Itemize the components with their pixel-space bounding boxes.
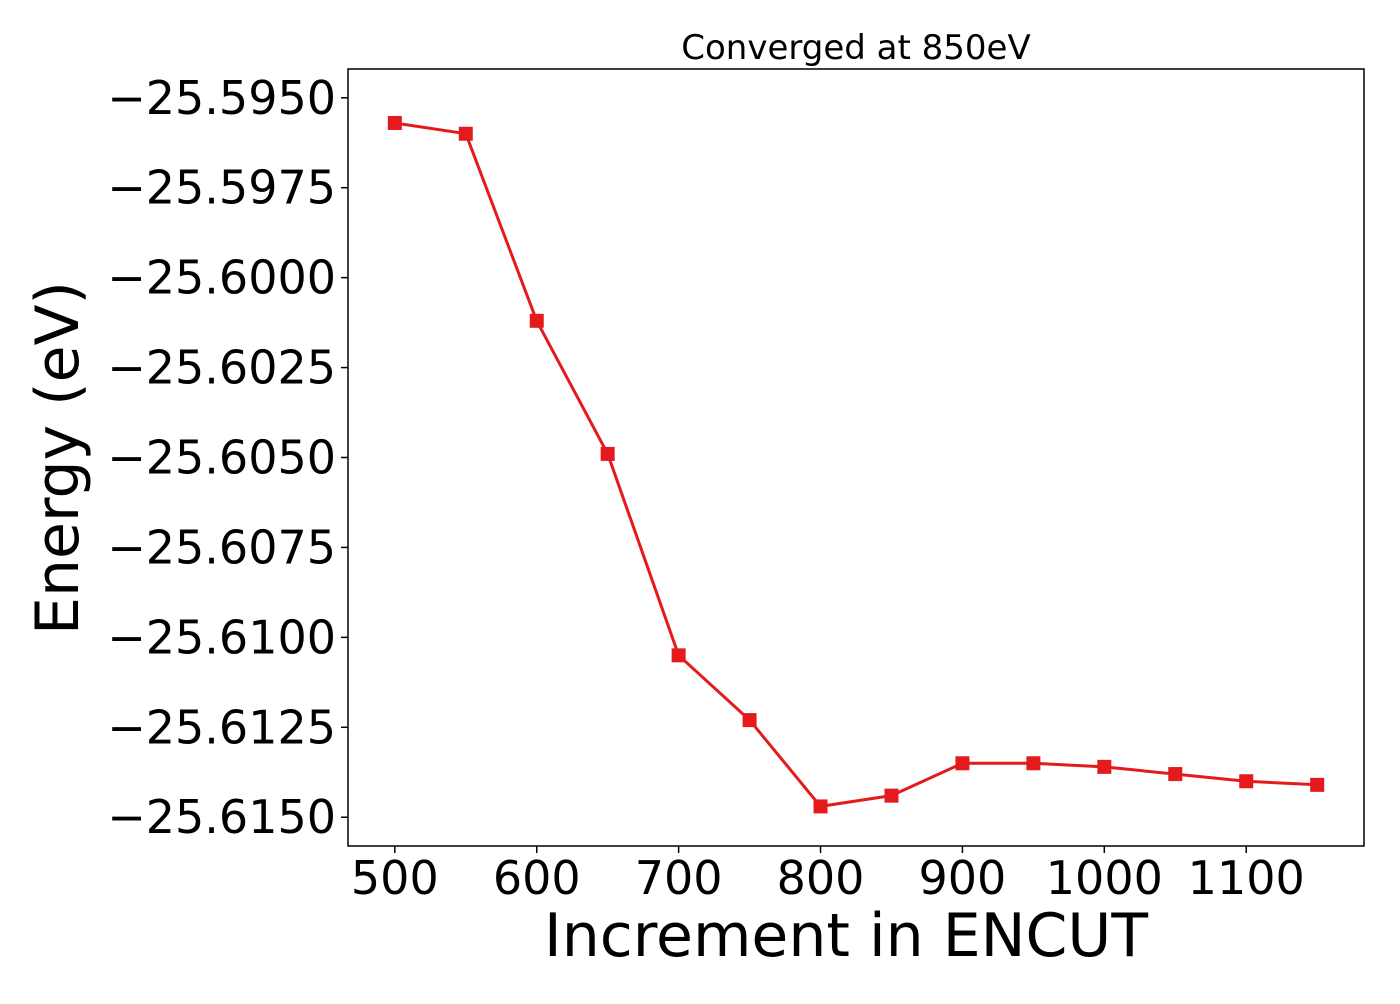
y-tick-label: −25.6050: [107, 431, 336, 485]
x-axis-ticks: 500 600 700 800 900 1000 1100: [351, 846, 1305, 905]
chart-title: Converged at 850eV: [681, 28, 1030, 68]
data-point-marker: [529, 313, 544, 328]
data-point-marker: [884, 788, 899, 803]
y-tick-label: −25.6100: [107, 610, 336, 664]
plot-area-frame: [347, 68, 1365, 847]
data-point-marker: [1097, 759, 1112, 774]
y-tick-label: −25.5975: [107, 161, 336, 215]
series-line: [394, 121, 1318, 808]
data-point-marker: [387, 115, 402, 130]
data-point-marker: [1026, 756, 1041, 771]
data-point-marker: [1239, 774, 1254, 789]
data-point-marker: [1310, 777, 1325, 792]
x-tick-label: 1100: [1188, 851, 1305, 905]
x-tick-label: 800: [777, 851, 865, 905]
y-axis-ticks: −25.5950 −25.5975 −25.6000 −25.6025 −25.6050…: [107, 71, 348, 844]
x-tick-label: 600: [493, 851, 581, 905]
x-tick-label: 500: [351, 851, 439, 905]
y-tick-label: −25.6150: [107, 790, 336, 844]
y-axis-label: Energy (eV): [23, 281, 93, 635]
y-tick-label: −25.5950: [107, 71, 336, 125]
data-point-marker: [671, 648, 686, 663]
data-point-marker: [458, 126, 473, 141]
data-point-marker: [742, 713, 757, 728]
data-point-marker: [1168, 767, 1183, 782]
x-tick-label: 1000: [1046, 851, 1163, 905]
y-tick-label: −25.6125: [107, 700, 336, 754]
y-tick-label: −25.6000: [107, 251, 336, 305]
x-tick-label: 900: [919, 851, 1007, 905]
x-axis-label: Increment in ENCUT: [544, 901, 1148, 971]
series-group: [387, 115, 1325, 814]
data-point-marker: [600, 446, 615, 461]
data-point-marker: [955, 756, 970, 771]
y-tick-label: −25.6025: [107, 341, 336, 395]
y-tick-label: −25.6075: [107, 520, 336, 574]
data-point-marker: [813, 799, 828, 814]
x-tick-label: 700: [635, 851, 723, 905]
